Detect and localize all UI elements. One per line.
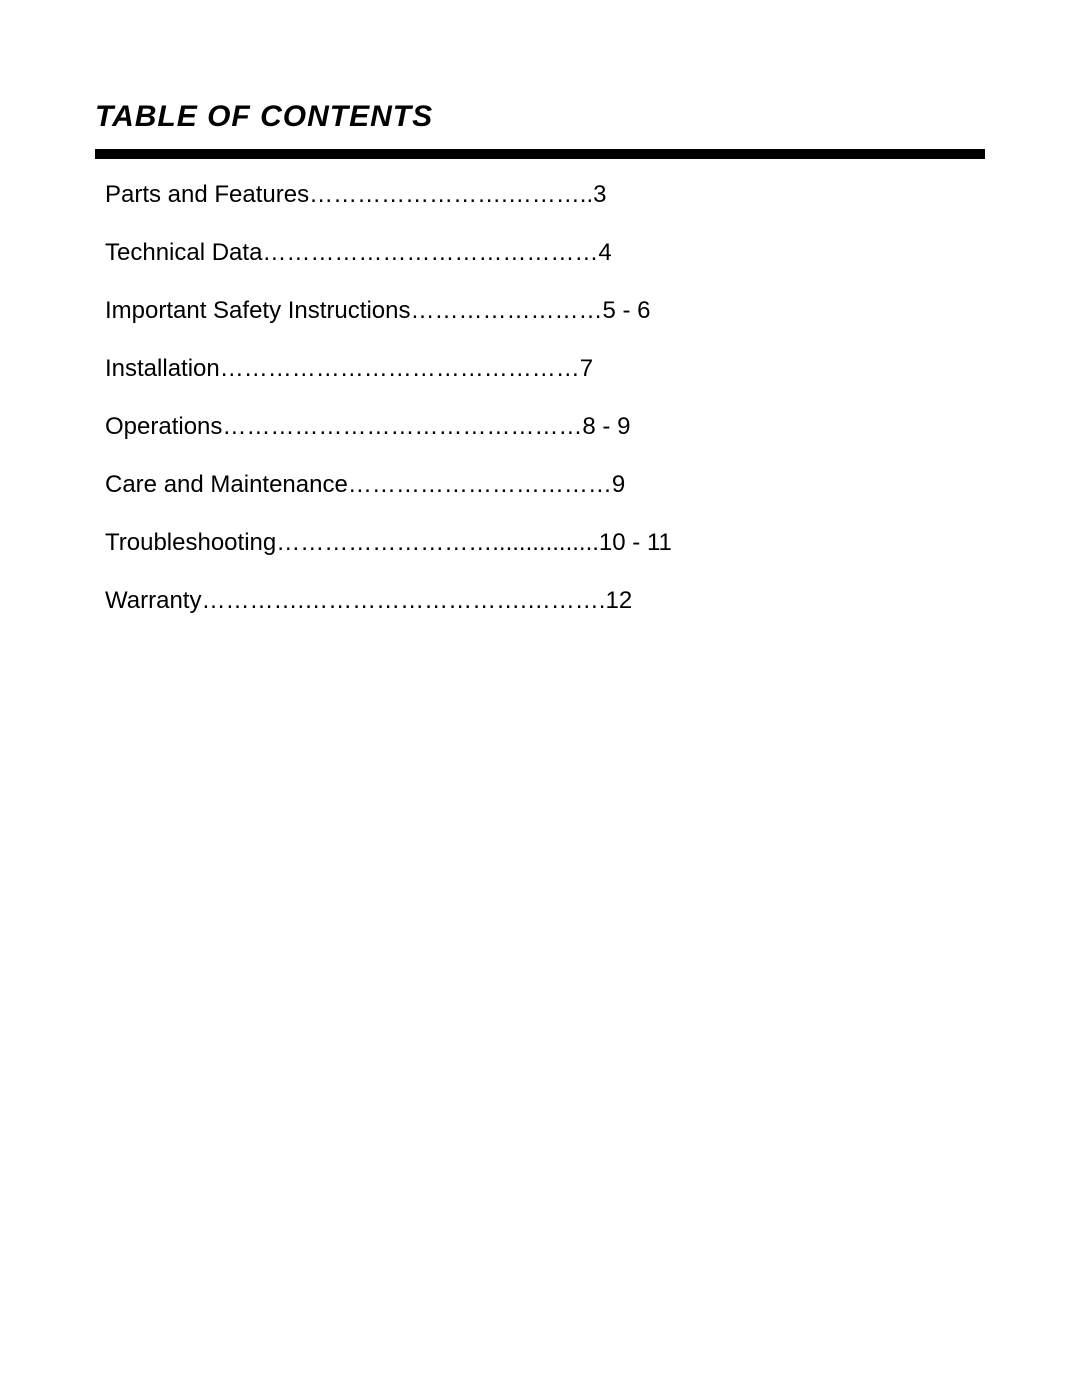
toc-label: Warranty bbox=[105, 587, 201, 615]
toc-entry: Important Safety Instructions …………………… 5… bbox=[105, 297, 985, 325]
toc-page: 3 bbox=[593, 181, 606, 209]
toc-leader: ………….……………………….………. bbox=[201, 587, 605, 615]
toc-leader: …………………………………… bbox=[262, 239, 598, 267]
toc-leader: …………………….……….. bbox=[309, 181, 593, 209]
section-divider bbox=[95, 149, 985, 159]
toc-label: Technical Data bbox=[105, 239, 262, 267]
toc-leader: …………………… bbox=[410, 297, 602, 325]
toc-entry: Parts and Features …………………….……….. 3 bbox=[105, 181, 985, 209]
toc-entry: Technical Data …………………………………… 4 bbox=[105, 239, 985, 267]
toc-label: Operations bbox=[105, 413, 222, 441]
toc-leader: ………………………................ bbox=[276, 529, 599, 557]
toc-label: Important Safety Instructions bbox=[105, 297, 410, 325]
toc-page: 12 bbox=[605, 587, 632, 615]
toc-label: Installation bbox=[105, 355, 220, 383]
toc-page: 9 bbox=[612, 471, 625, 499]
toc-label: Care and Maintenance bbox=[105, 471, 348, 499]
toc-leader: ……………………………………… bbox=[220, 355, 580, 383]
toc-leader: …………………………… bbox=[348, 471, 612, 499]
table-of-contents: Parts and Features …………………….……….. 3 Tech… bbox=[95, 181, 985, 615]
toc-leader: ……………………………………… bbox=[222, 413, 582, 441]
page-title: TABLE OF CONTENTS bbox=[95, 100, 985, 134]
toc-label: Troubleshooting bbox=[105, 529, 276, 557]
toc-label: Parts and Features bbox=[105, 181, 309, 209]
toc-entry: Operations ……………………………………… 8 - 9 bbox=[105, 413, 985, 441]
toc-entry: Warranty ………….……………………….………. 12 bbox=[105, 587, 985, 615]
toc-entry: Care and Maintenance …………………………… 9 bbox=[105, 471, 985, 499]
toc-page: 7 bbox=[580, 355, 593, 383]
toc-page: 5 - 6 bbox=[602, 297, 650, 325]
toc-entry: Installation ……………………………………… 7 bbox=[105, 355, 985, 383]
toc-entry: Troubleshooting ………………………...............… bbox=[105, 529, 985, 557]
toc-page: 10 - 11 bbox=[599, 529, 672, 557]
toc-page: 8 - 9 bbox=[582, 413, 630, 441]
toc-page: 4 bbox=[598, 239, 611, 267]
